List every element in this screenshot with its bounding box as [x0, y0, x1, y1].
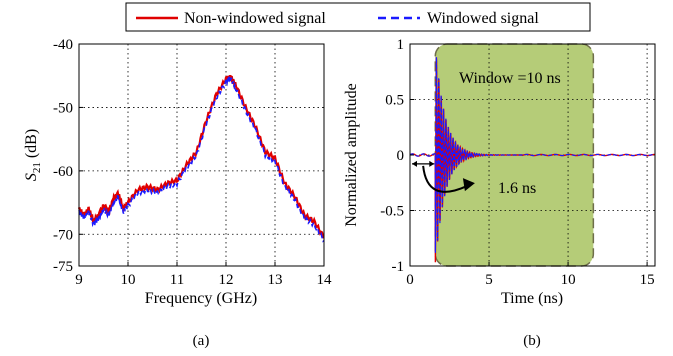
chart-a-y-label-rest: (dB)	[23, 129, 40, 162]
chart-a-y-tick-label: -60	[53, 164, 73, 180]
legend-label-windowed: Windowed signal	[427, 10, 539, 27]
legend-label-non-windowed: Non-windowed signal	[184, 10, 326, 27]
chart-a-y-tick-label: -70	[53, 227, 73, 243]
delay-pointer-arrow	[422, 165, 468, 193]
chart-a: 9 10 11 12 13 14 -40 -50 -60 -70 -75 Frequency (G…	[23, 37, 332, 349]
series-a-windowed	[78, 75, 325, 243]
chart-a-y-label-sub: 21	[31, 162, 43, 173]
chart-b-x-tick-label: 10	[561, 272, 576, 288]
delay-annotation-text: 1.6 ns	[498, 180, 536, 197]
chart-a-x-ticks: 9 10 11 12 13 14	[75, 262, 332, 288]
chart-a-x-label: Frequency (GHz)	[145, 290, 257, 307]
window-annotation: Window =10 ns	[459, 70, 561, 87]
chart-b-y-tick-label: -1	[392, 259, 405, 275]
chart-a-x-tick-label: 14	[317, 272, 333, 288]
legend: Non-windowed signal Windowed signal	[125, 2, 591, 32]
chart-b-panel-label: (b)	[523, 333, 541, 349]
chart-a-x-tick-label: 9	[75, 272, 83, 288]
delay-arrowhead-left	[412, 160, 417, 167]
chart-a-y-tick-label: -50	[53, 100, 73, 116]
chart-a-gridlines	[79, 44, 324, 266]
chart-b-x-label: Time (ns)	[501, 290, 563, 307]
chart-b-series	[409, 57, 656, 263]
chart-b: 0 5 10 15 10.50-0.5-1 Window =10 ns 1.6 ns …	[343, 37, 656, 349]
chart-a-x-tick-label: 10	[121, 272, 136, 288]
chart-b-x-tick-label: 0	[406, 272, 414, 288]
chart-a-y-tick-label: -40	[53, 37, 73, 53]
chart-b-x-tick-label: 15	[640, 272, 655, 288]
chart-b-x-ticks: 0 5 10 15	[406, 262, 655, 288]
chart-b-x-tick-label: 5	[485, 272, 493, 288]
series-b-windowed	[409, 57, 656, 253]
chart-a-y-tick-label: -75	[53, 259, 73, 275]
chart-b-y-tick-label: 0.5	[385, 93, 404, 109]
chart-b-y-tick-label: 0	[397, 148, 405, 164]
chart-a-x-tick-label: 13	[268, 272, 283, 288]
series-a-non-windowed	[77, 74, 325, 239]
chart-a-y-label: S21 (dB)	[23, 129, 43, 181]
delay-annotation	[412, 160, 475, 193]
chart-b-y-ticks: 1 0.5 0 -0.5 -1	[380, 37, 414, 275]
chart-a-y-ticks: -40 -50 -60 -70 -75	[53, 37, 83, 275]
chart-b-y-tick-label: -0.5	[380, 204, 404, 220]
chart-a-x-tick-label: 11	[170, 272, 184, 288]
chart-a-series	[77, 74, 325, 243]
chart-a-panel-label: (a)	[193, 333, 210, 349]
chart-a-x-tick-label: 12	[219, 272, 234, 288]
chart-a-y-label-main: S	[23, 173, 40, 181]
chart-b-y-tick-label: 1	[397, 37, 405, 53]
delay-arrowhead-right	[429, 160, 435, 167]
delay-pointer-arrowhead	[462, 178, 475, 192]
chart-b-y-label: Normalized amplitude	[343, 83, 360, 227]
legend-box	[125, 2, 591, 32]
chart-a-frame	[78, 43, 325, 267]
